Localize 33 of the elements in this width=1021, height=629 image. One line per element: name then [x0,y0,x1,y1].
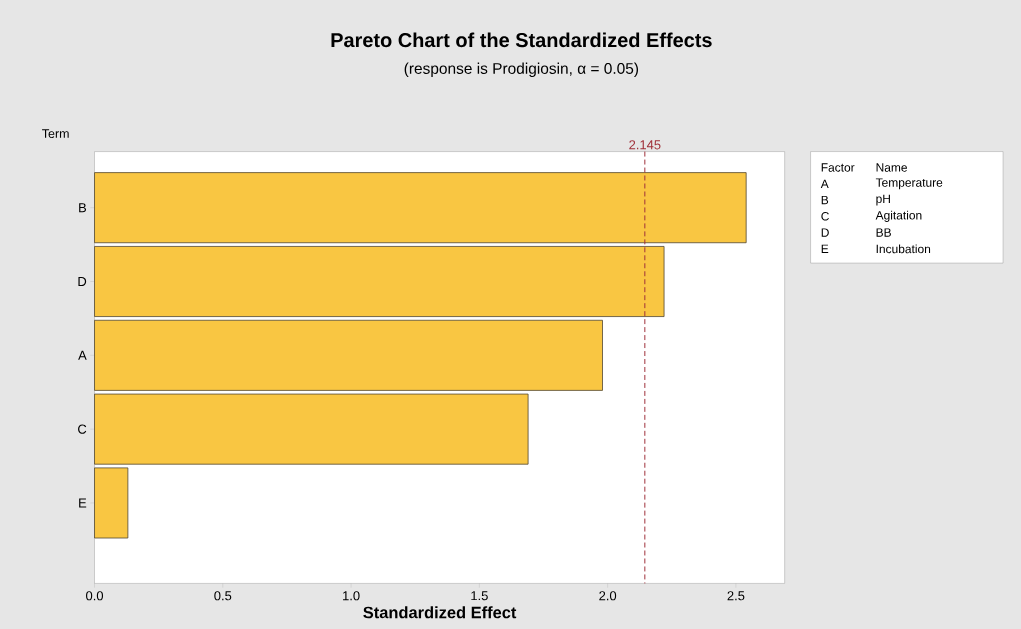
text: Incubation [876,244,931,254]
text: Factor [821,163,855,172]
text: Name [876,163,907,172]
text: Temperature [875,178,943,190]
text: A [820,179,829,188]
chart-subtitle: (response is Prodigiosin, α = 0.05) [404,62,639,77]
x-tick-label: 0.0 [86,591,104,601]
ref-line-label: 2.145 [629,140,661,150]
text: pH [876,194,890,206]
x-tick-label: 0.5 [214,591,232,601]
x-axis-title: Standardized Effect [363,606,517,619]
x-tick-label: 2.5 [727,591,745,601]
text: BB [876,228,891,237]
x-tick-label: 1.5 [471,591,488,601]
x-tick-label: 2.0 [599,591,617,601]
y-tick-label: A [78,350,87,360]
y-axis-title: Term [42,129,69,138]
text: B [821,195,829,205]
bar [94,467,129,539]
text: D [821,228,829,237]
text: Agitation [875,210,922,222]
bar [94,172,747,244]
x-tick-label: 1.0 [343,591,360,601]
y-tick-label: D [78,276,87,286]
text: C [821,211,829,221]
text: E [821,244,829,253]
bar [94,245,665,317]
bar [94,319,603,391]
chart-title: Pareto Chart of the Standardized Effects [331,32,712,48]
y-tick-label: E [79,498,87,508]
bar [94,393,529,465]
y-tick-label: B [79,203,87,212]
y-tick-label: C [78,424,87,434]
